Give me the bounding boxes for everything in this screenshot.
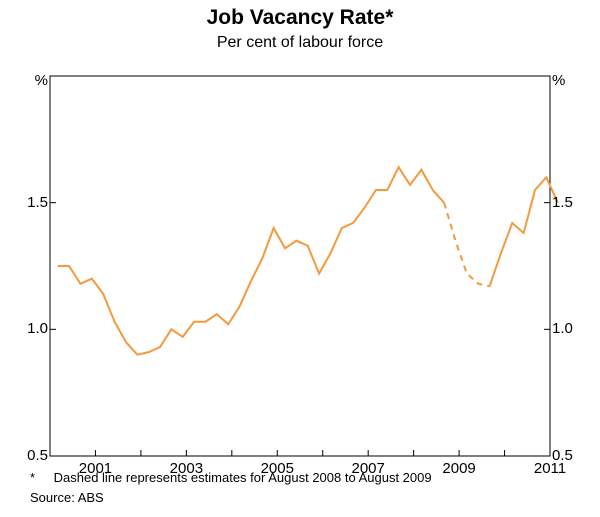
footnote-text: Dashed line represents estimates for Aug…: [54, 470, 432, 485]
source-label: Source:: [30, 490, 78, 505]
y-tick-left-1: 1.0: [0, 320, 48, 337]
chart-plot: [0, 0, 600, 517]
y-tick-left-0: 0.5: [0, 447, 48, 464]
footnote: * Dashed line represents estimates for A…: [30, 470, 590, 485]
y-unit-left: %: [0, 72, 48, 89]
y-tick-right-1: 1.0: [552, 320, 600, 337]
source-value: ABS: [78, 490, 104, 505]
footnote-marker: *: [30, 470, 50, 485]
source-line: Source: ABS: [30, 490, 590, 505]
y-unit-right: %: [552, 72, 600, 89]
y-tick-left-2: 1.5: [0, 194, 48, 211]
y-tick-right-2: 1.5: [552, 194, 600, 211]
